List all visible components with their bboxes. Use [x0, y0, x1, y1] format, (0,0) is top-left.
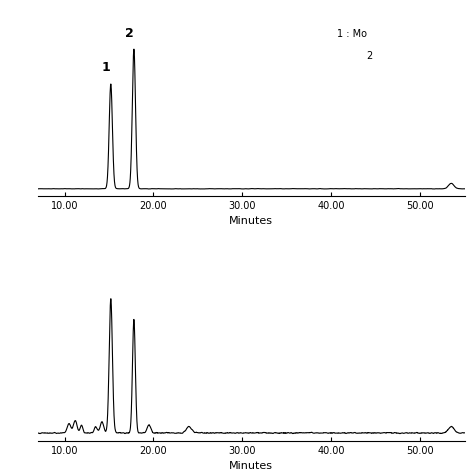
- X-axis label: Minutes: Minutes: [229, 216, 273, 226]
- Text: 1: 1: [102, 62, 111, 74]
- Text: 2: 2: [366, 51, 373, 61]
- Text: 2: 2: [125, 27, 134, 39]
- Text: 1 : Mo: 1 : Mo: [337, 29, 366, 39]
- X-axis label: Minutes: Minutes: [229, 461, 273, 471]
